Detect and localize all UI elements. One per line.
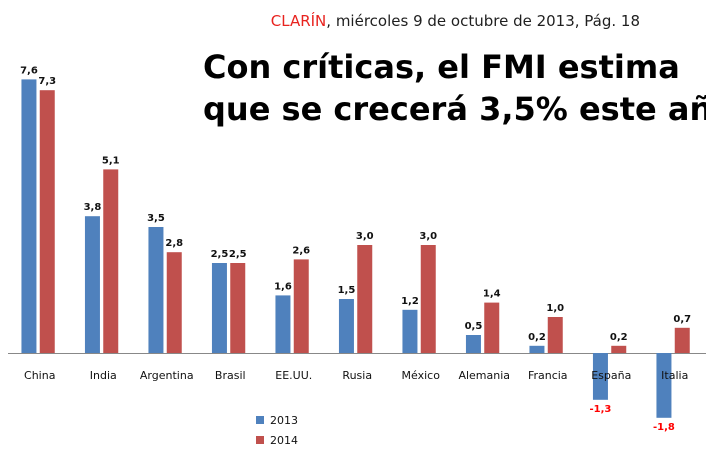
bar-2013-mxico bbox=[402, 309, 418, 353]
data-label-2013-mxico: 1,2 bbox=[401, 296, 419, 307]
data-label-2013-rusia: 1,5 bbox=[338, 285, 356, 296]
legend-swatch-2014 bbox=[256, 436, 264, 444]
category-label-eeuu: EE.UU. bbox=[275, 369, 312, 382]
data-label-2014-mxico: 3,0 bbox=[419, 231, 437, 242]
bar-2013-alemania bbox=[465, 335, 481, 353]
data-label-2014-espaa: 0,2 bbox=[610, 332, 628, 343]
category-label-argentina: Argentina bbox=[140, 369, 194, 382]
data-label-2014-italia: 0,7 bbox=[673, 314, 691, 325]
category-label-alemania: Alemania bbox=[458, 369, 510, 382]
data-label-2014-argentina: 2,8 bbox=[165, 238, 183, 249]
bar-2014-italia bbox=[674, 327, 690, 353]
headline-line-1: Con críticas, el FMI estima bbox=[203, 48, 680, 86]
bar-2014-alemania bbox=[484, 302, 500, 353]
legend-label-2013: 2013 bbox=[270, 414, 298, 427]
data-label-2013-china: 7,6 bbox=[20, 65, 38, 76]
data-label-2013-francia: 0,2 bbox=[528, 332, 546, 343]
data-label-2013-brasil: 2,5 bbox=[211, 249, 229, 260]
category-label-francia: Francia bbox=[528, 369, 568, 382]
source-brand: CLARÍN bbox=[270, 12, 327, 30]
category-label-espaa: España bbox=[591, 369, 631, 382]
category-label-italia: Italia bbox=[661, 369, 688, 382]
data-label-2013-argentina: 3,5 bbox=[147, 213, 165, 224]
bar-2013-rusia bbox=[338, 299, 354, 353]
data-label-2013-india: 3,8 bbox=[84, 202, 102, 213]
bar-2014-mxico bbox=[420, 245, 436, 353]
source-citation: CLARÍN, miércoles 9 de octubre de 2013, … bbox=[271, 12, 640, 30]
category-label-china: China bbox=[24, 369, 55, 382]
bar-2013-china bbox=[21, 79, 37, 354]
bar-2014-espaa bbox=[611, 345, 627, 353]
data-label-2014-china: 7,3 bbox=[38, 76, 56, 87]
headline-line-2: que se crecerá 3,5% este año bbox=[203, 90, 706, 128]
bar-2013-francia bbox=[529, 345, 545, 353]
category-label-india: India bbox=[90, 369, 117, 382]
data-label-2014-india: 5,1 bbox=[102, 155, 120, 166]
data-label-2014-francia: 1,0 bbox=[546, 303, 564, 314]
data-label-2013-italia: -1,8 bbox=[653, 422, 675, 433]
category-label-rusia: Rusia bbox=[342, 369, 372, 382]
bar-2014-china bbox=[39, 90, 55, 353]
data-label-2014-brasil: 2,5 bbox=[229, 249, 247, 260]
bar-2013-argentina bbox=[148, 227, 164, 353]
data-label-2014-alemania: 1,4 bbox=[483, 289, 501, 300]
bar-2013-eeuu bbox=[275, 295, 291, 353]
source-details: , miércoles 9 de octubre de 2013, Pág. 1… bbox=[326, 12, 640, 30]
category-label-mxico: México bbox=[402, 369, 441, 382]
category-label-brasil: Brasil bbox=[215, 369, 246, 382]
bar-2014-brasil bbox=[230, 263, 246, 353]
data-label-2014-rusia: 3,0 bbox=[356, 231, 374, 242]
bar-2014-rusia bbox=[357, 245, 373, 353]
bar-2014-francia bbox=[547, 317, 563, 353]
chart-headline: Con críticas, el FMI estima que se crece… bbox=[203, 46, 706, 130]
bar-2013-india bbox=[84, 216, 100, 353]
bar-2014-eeuu bbox=[293, 259, 309, 353]
legend-swatch-2013 bbox=[256, 416, 264, 424]
data-label-2013-espaa: -1,3 bbox=[590, 404, 612, 415]
bar-2013-italia bbox=[656, 353, 672, 418]
bar-2014-india bbox=[103, 169, 119, 353]
bar-2013-brasil bbox=[211, 263, 227, 353]
bar-2014-argentina bbox=[166, 252, 182, 353]
bar-2013-espaa bbox=[592, 353, 608, 400]
data-label-2014-eeuu: 2,6 bbox=[292, 245, 310, 256]
data-label-2013-alemania: 0,5 bbox=[465, 321, 483, 332]
legend-label-2014: 2014 bbox=[270, 434, 298, 447]
data-label-2013-eeuu: 1,6 bbox=[274, 281, 292, 292]
